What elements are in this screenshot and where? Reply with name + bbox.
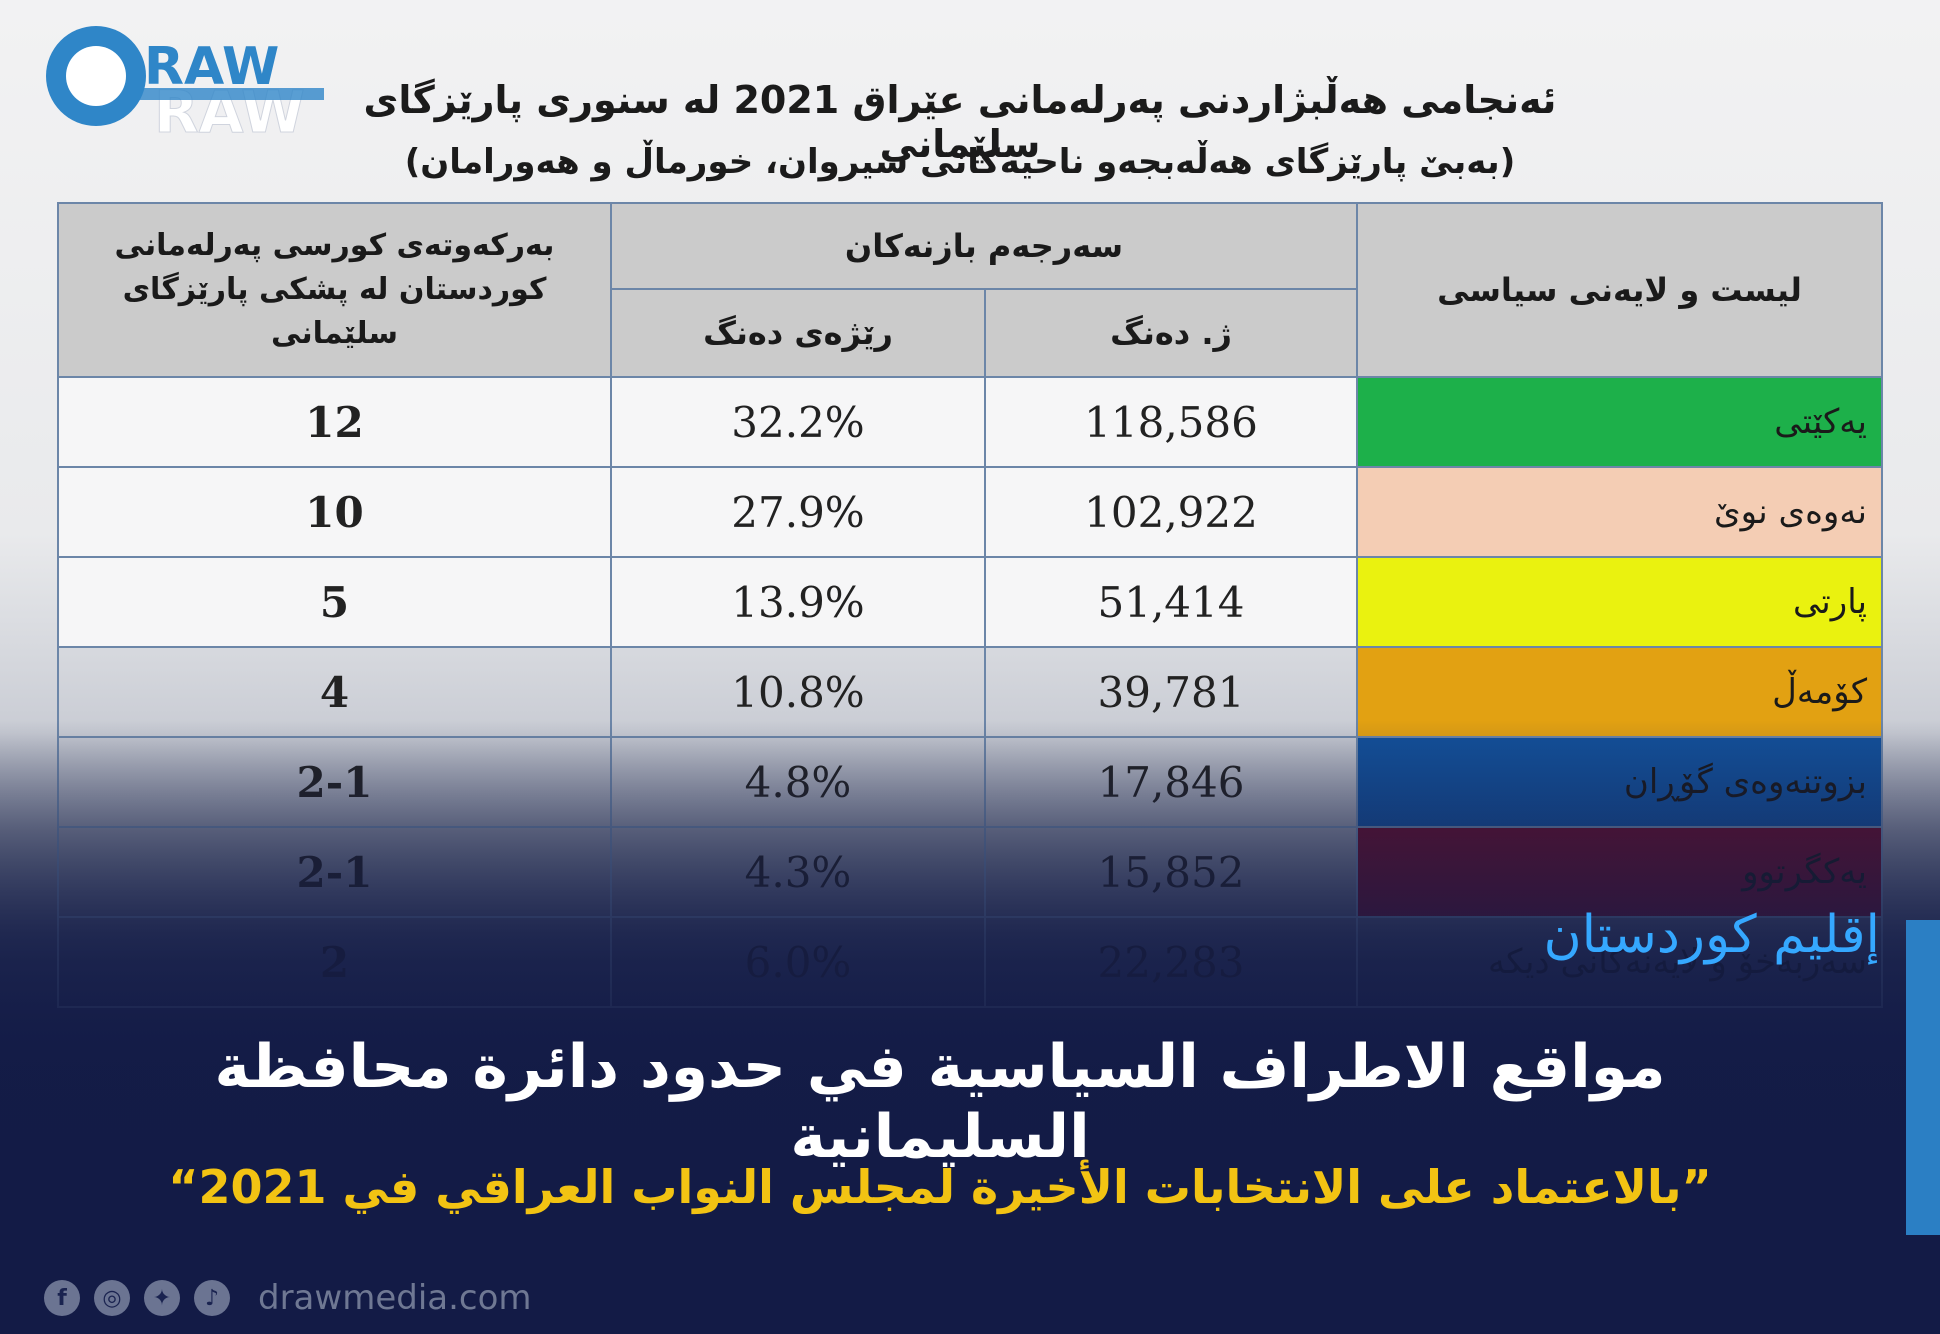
website-link[interactable]: drawmedia.com <box>258 1278 532 1318</box>
percent-cell: 13.9% <box>610 556 986 648</box>
percent-cell: 32.2% <box>610 376 986 468</box>
subheadline: ”بالاعتماد على الانتخابات الأخيرة لمجلس … <box>168 1160 1712 1214</box>
facebook-icon[interactable]: f <box>44 1280 80 1316</box>
tiktok-icon[interactable]: ♪ <box>194 1280 230 1316</box>
table-row: 12 32.2% 118,586 یەکێتی <box>57 376 1884 468</box>
header-party: لیست و لایەنی سیاسی <box>1356 202 1884 378</box>
accent-bar <box>1906 920 1940 1235</box>
table-row: 10 27.9% 102,922 نەوەی نوێ <box>57 466 1884 558</box>
seats-cell: 10 <box>57 466 612 558</box>
table-title-line2: (بەبێ پارێزگای هەڵەبجەو ناحیەکانی سیروان… <box>404 142 1516 182</box>
table-title-line1: ئەنجامی هەڵبژاردنی پەرلەمانی عێراق 2021 … <box>363 78 1557 166</box>
votes-cell: 51,414 <box>983 556 1359 648</box>
bottom-overlay <box>0 720 1940 1334</box>
headline: مواقع الاطراف السياسية في حدود دائرة محا… <box>214 1032 1666 1172</box>
instagram-icon[interactable]: ◎ <box>94 1280 130 1316</box>
party-cell: پارتی <box>1356 556 1884 648</box>
social-bar: f ◎ ✦ ♪ drawmedia.com <box>44 1278 532 1318</box>
header-seats: بەرکەوتەی کورسی پەرلەمانی کوردستان لە پش… <box>57 202 612 378</box>
twitter-icon[interactable]: ✦ <box>144 1280 180 1316</box>
seats-cell: 5 <box>57 556 612 648</box>
header-seats-line3: سلێمانی <box>271 316 398 351</box>
percent-cell: 27.9% <box>610 466 986 558</box>
region-label: إقليم كوردستان <box>1543 905 1880 965</box>
votes-cell: 102,922 <box>983 466 1359 558</box>
table-row: 5 13.9% 51,414 پارتی <box>57 556 1884 648</box>
header-total: سەرجەم بازنەکان <box>609 202 1359 290</box>
party-cell: نەوەی نوێ <box>1356 466 1884 558</box>
party-cell: یەکێتی <box>1356 376 1884 468</box>
header-percent: رێژەی دەنگ <box>610 288 986 378</box>
header-seats-line2: کوردستان لە پشکی پارێزگای <box>122 272 547 307</box>
seats-cell: 12 <box>57 376 612 468</box>
header-seats-line1: بەرکەوتەی کورسی پەرلەمانی <box>114 228 555 263</box>
draw-logo: RAW RAW <box>46 26 324 147</box>
votes-cell: 118,586 <box>983 376 1359 468</box>
logo-wordmark: RAW <box>144 37 279 97</box>
header-votes: ژ. دەنگ <box>983 288 1359 378</box>
